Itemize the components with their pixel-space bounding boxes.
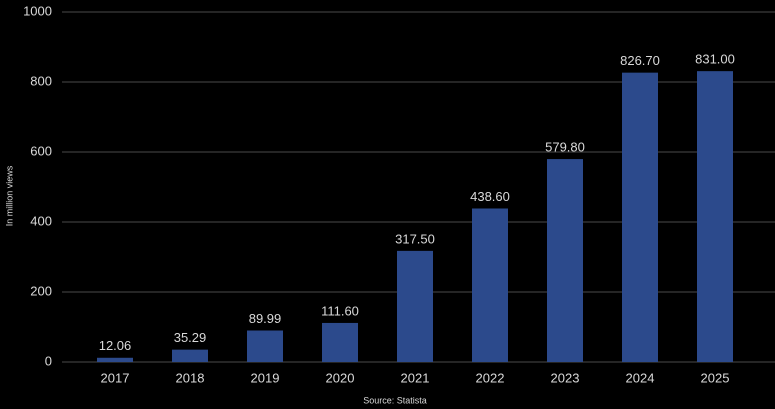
y-tick-label: 800 [30, 73, 52, 88]
value-label: 826.70 [620, 53, 660, 68]
value-label: 35.29 [174, 330, 207, 345]
x-tick-label: 2021 [401, 370, 430, 385]
bar [547, 159, 583, 362]
y-tick-label: 400 [30, 213, 52, 228]
y-tick-label: 600 [30, 143, 52, 158]
value-label: 12.06 [99, 338, 132, 353]
value-label: 831.00 [695, 52, 735, 67]
x-tick-label: 2019 [251, 370, 280, 385]
value-label: 317.50 [395, 231, 435, 246]
x-tick-label: 2025 [701, 370, 730, 385]
x-tick-label: 2017 [101, 370, 130, 385]
x-tick-label: 2020 [326, 370, 355, 385]
bar [397, 250, 433, 362]
y-axis-title: In million views [4, 165, 14, 226]
bar [697, 71, 733, 363]
value-label: 438.60 [470, 189, 510, 204]
bar [247, 330, 283, 362]
x-tick-label: 2022 [476, 370, 505, 385]
y-tick-label: 1000 [23, 3, 52, 18]
y-tick-label: 0 [45, 353, 52, 368]
value-label: 579.80 [545, 140, 585, 155]
x-tick-label: 2023 [551, 370, 580, 385]
bar [322, 322, 358, 362]
bar [622, 72, 658, 362]
x-axis-title: Source: Statista [363, 395, 427, 405]
x-tick-label: 2024 [626, 370, 655, 385]
bar [97, 357, 133, 362]
bar [472, 208, 508, 362]
y-tick-label: 200 [30, 283, 52, 298]
value-label: 111.60 [321, 303, 359, 318]
value-label: 89.99 [249, 311, 282, 326]
x-tick-label: 2018 [176, 370, 205, 385]
bar [172, 349, 208, 362]
